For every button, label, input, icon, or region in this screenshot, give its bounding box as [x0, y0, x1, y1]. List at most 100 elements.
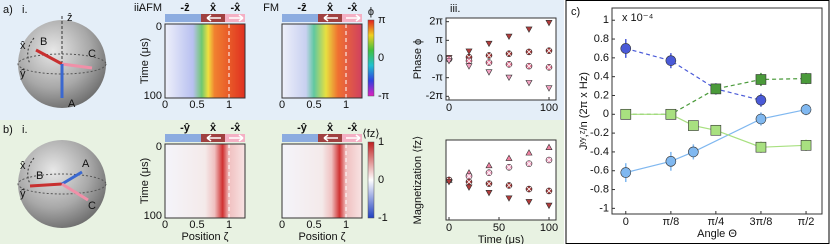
marker-cross — [526, 63, 532, 69]
marker — [545, 187, 553, 195]
y-tick-label: 0.6 — [594, 52, 609, 64]
marker-shape — [710, 124, 722, 136]
series-line — [625, 47, 762, 101]
equator — [17, 173, 107, 195]
marker — [800, 73, 812, 84]
marker-shape — [665, 156, 677, 167]
panel-label: iii. — [450, 3, 460, 15]
x-tick-label: 1 — [226, 219, 232, 231]
marker — [505, 163, 513, 171]
marker-shape — [445, 179, 453, 186]
vector-label: B — [40, 36, 47, 48]
y-tick-label: 1 — [603, 14, 609, 26]
marker — [525, 48, 533, 56]
spin-vector — [61, 62, 93, 70]
marker — [525, 149, 533, 156]
y-tick-label: -0.8 — [590, 183, 609, 195]
strip-arrow — [346, 14, 361, 22]
marker-shape — [485, 69, 493, 76]
marker-shape — [525, 149, 533, 156]
marker — [485, 59, 493, 66]
marker — [525, 199, 533, 206]
vector-label: C — [88, 200, 96, 212]
strip-arrow — [323, 14, 338, 22]
panel-label: b) — [3, 124, 13, 136]
strip-blue — [165, 14, 201, 22]
rotation-arrow — [27, 37, 35, 65]
marker-cross — [466, 173, 472, 179]
marker-shape — [665, 55, 677, 66]
marker — [620, 43, 632, 54]
axis-label: ŷ — [20, 188, 26, 200]
x-tick-label: 0 — [162, 99, 168, 111]
panel-label: a) — [3, 4, 13, 16]
colorbar-title: ϕ — [368, 6, 374, 18]
strip-label: -x̂ — [231, 2, 242, 14]
marker-cross — [526, 49, 532, 55]
marker — [465, 57, 473, 65]
spin-vector — [61, 170, 83, 186]
marker-shape — [505, 33, 513, 41]
y-tick-label: 0.8 — [594, 33, 609, 45]
marker — [755, 94, 767, 106]
marker — [755, 141, 767, 153]
y-tick-label: -0.6 — [590, 165, 609, 177]
marker — [545, 85, 553, 92]
x-axis-label: Position ζ — [181, 231, 228, 243]
colorbar-tick-label: 0 — [378, 174, 384, 186]
marker — [445, 58, 453, 65]
x-tick-label: 0.5 — [306, 99, 321, 111]
marker — [545, 64, 553, 71]
equator — [17, 53, 107, 75]
marker-shape — [620, 167, 632, 178]
marker-shape — [755, 141, 767, 153]
series-line — [625, 113, 807, 148]
marker-shape — [755, 94, 767, 106]
marker-cross — [526, 186, 532, 192]
strip-label: -x̂ — [348, 122, 359, 134]
x-tick-label: 0.5 — [306, 219, 321, 231]
annotation: x 10⁻⁴ — [622, 12, 654, 24]
heatmap — [282, 24, 362, 98]
x-tick-label: 3π/8 — [750, 216, 773, 228]
marker-shape — [545, 202, 553, 210]
marker-shape — [525, 199, 533, 206]
x-tick-label: 0.5 — [189, 219, 204, 231]
marker — [445, 179, 453, 186]
x-tick-label: 50 — [493, 222, 505, 234]
marker-shape — [485, 190, 493, 197]
colorbar-title: ⟨fz⟩ — [362, 128, 379, 140]
marker-shape — [755, 74, 767, 85]
marker — [465, 178, 473, 186]
marker — [525, 160, 533, 167]
colorbar-tick-label: π — [378, 14, 386, 26]
marker-shape — [665, 108, 677, 120]
marker-shape — [710, 83, 722, 95]
marker — [545, 156, 553, 164]
strip-arrow — [346, 134, 361, 142]
axis-label: ŷ — [20, 68, 26, 80]
strip-label: -ẑ — [180, 2, 190, 14]
strip-arrow — [323, 134, 338, 142]
x-tick-label: 1 — [343, 99, 349, 111]
marker-cross — [506, 183, 512, 188]
colorbar-tick-label: 0 — [378, 52, 384, 64]
strip-arrow — [229, 14, 244, 22]
marker — [620, 108, 632, 120]
panel-label: ii. — [134, 2, 142, 14]
plot-area — [445, 139, 557, 221]
marker — [465, 173, 473, 180]
y-tick-label: 0 — [156, 21, 162, 33]
marker — [755, 74, 767, 85]
marker-cross — [506, 164, 512, 170]
panel-label: i. — [22, 124, 28, 136]
x-tick-label: 0 — [446, 222, 452, 234]
marker-shape — [485, 40, 493, 48]
strip-label: -ŷ — [297, 122, 308, 134]
strip-label: x̂ — [327, 122, 334, 134]
marker — [505, 33, 513, 41]
heatmap — [282, 144, 362, 218]
marker-shape — [465, 184, 473, 191]
marker-shape — [688, 146, 699, 158]
